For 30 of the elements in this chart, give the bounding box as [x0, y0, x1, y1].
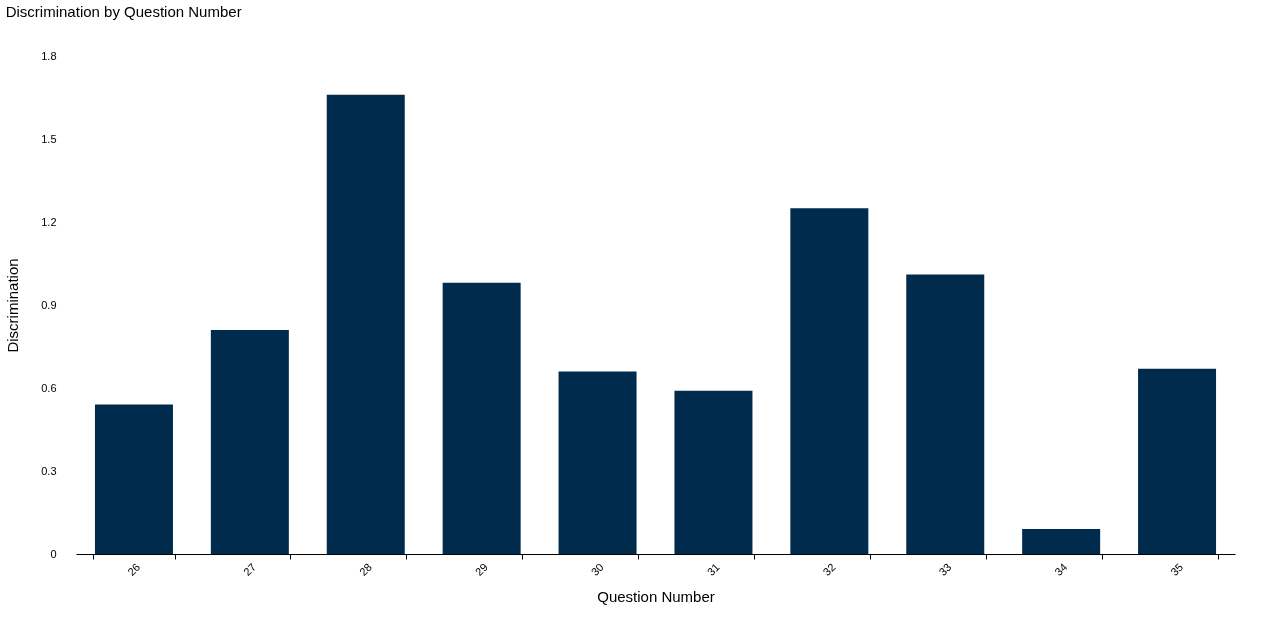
bar [94, 404, 173, 554]
chart-title: Discrimination by Question Number [5, 3, 242, 20]
y-tick-label: 0.3 [41, 464, 57, 477]
x-tick-label: 27 [240, 560, 259, 578]
y-tick-label: 0 [50, 547, 57, 560]
bar [558, 371, 637, 554]
y-tick-label: 1.8 [41, 49, 57, 62]
x-tick-label: 34 [1052, 560, 1070, 578]
x-tick-label: 29 [472, 560, 490, 578]
bar [1022, 529, 1101, 554]
x-tick-label: 32 [820, 560, 838, 578]
bar [442, 282, 521, 554]
bar [674, 390, 753, 554]
bar [210, 329, 289, 554]
bar [1138, 368, 1217, 554]
y-axis-title: Discrimination [4, 258, 22, 353]
y-tick-label: 1.5 [41, 132, 57, 145]
y-tick-label: 0.6 [41, 381, 57, 394]
x-tick-label: 33 [936, 560, 954, 578]
bar [326, 94, 405, 554]
bar [906, 274, 985, 554]
x-tick-label: 35 [1168, 560, 1186, 578]
x-tick-label: 26 [125, 560, 143, 578]
y-tick-label: 1.2 [41, 215, 57, 228]
x-tick-label: 30 [588, 560, 606, 578]
x-tick-label: 31 [704, 560, 722, 578]
y-tick-label: 0.9 [41, 298, 57, 311]
x-axis-title: Question Number [597, 587, 715, 605]
bar [790, 208, 869, 554]
x-tick-label: 28 [356, 560, 375, 578]
